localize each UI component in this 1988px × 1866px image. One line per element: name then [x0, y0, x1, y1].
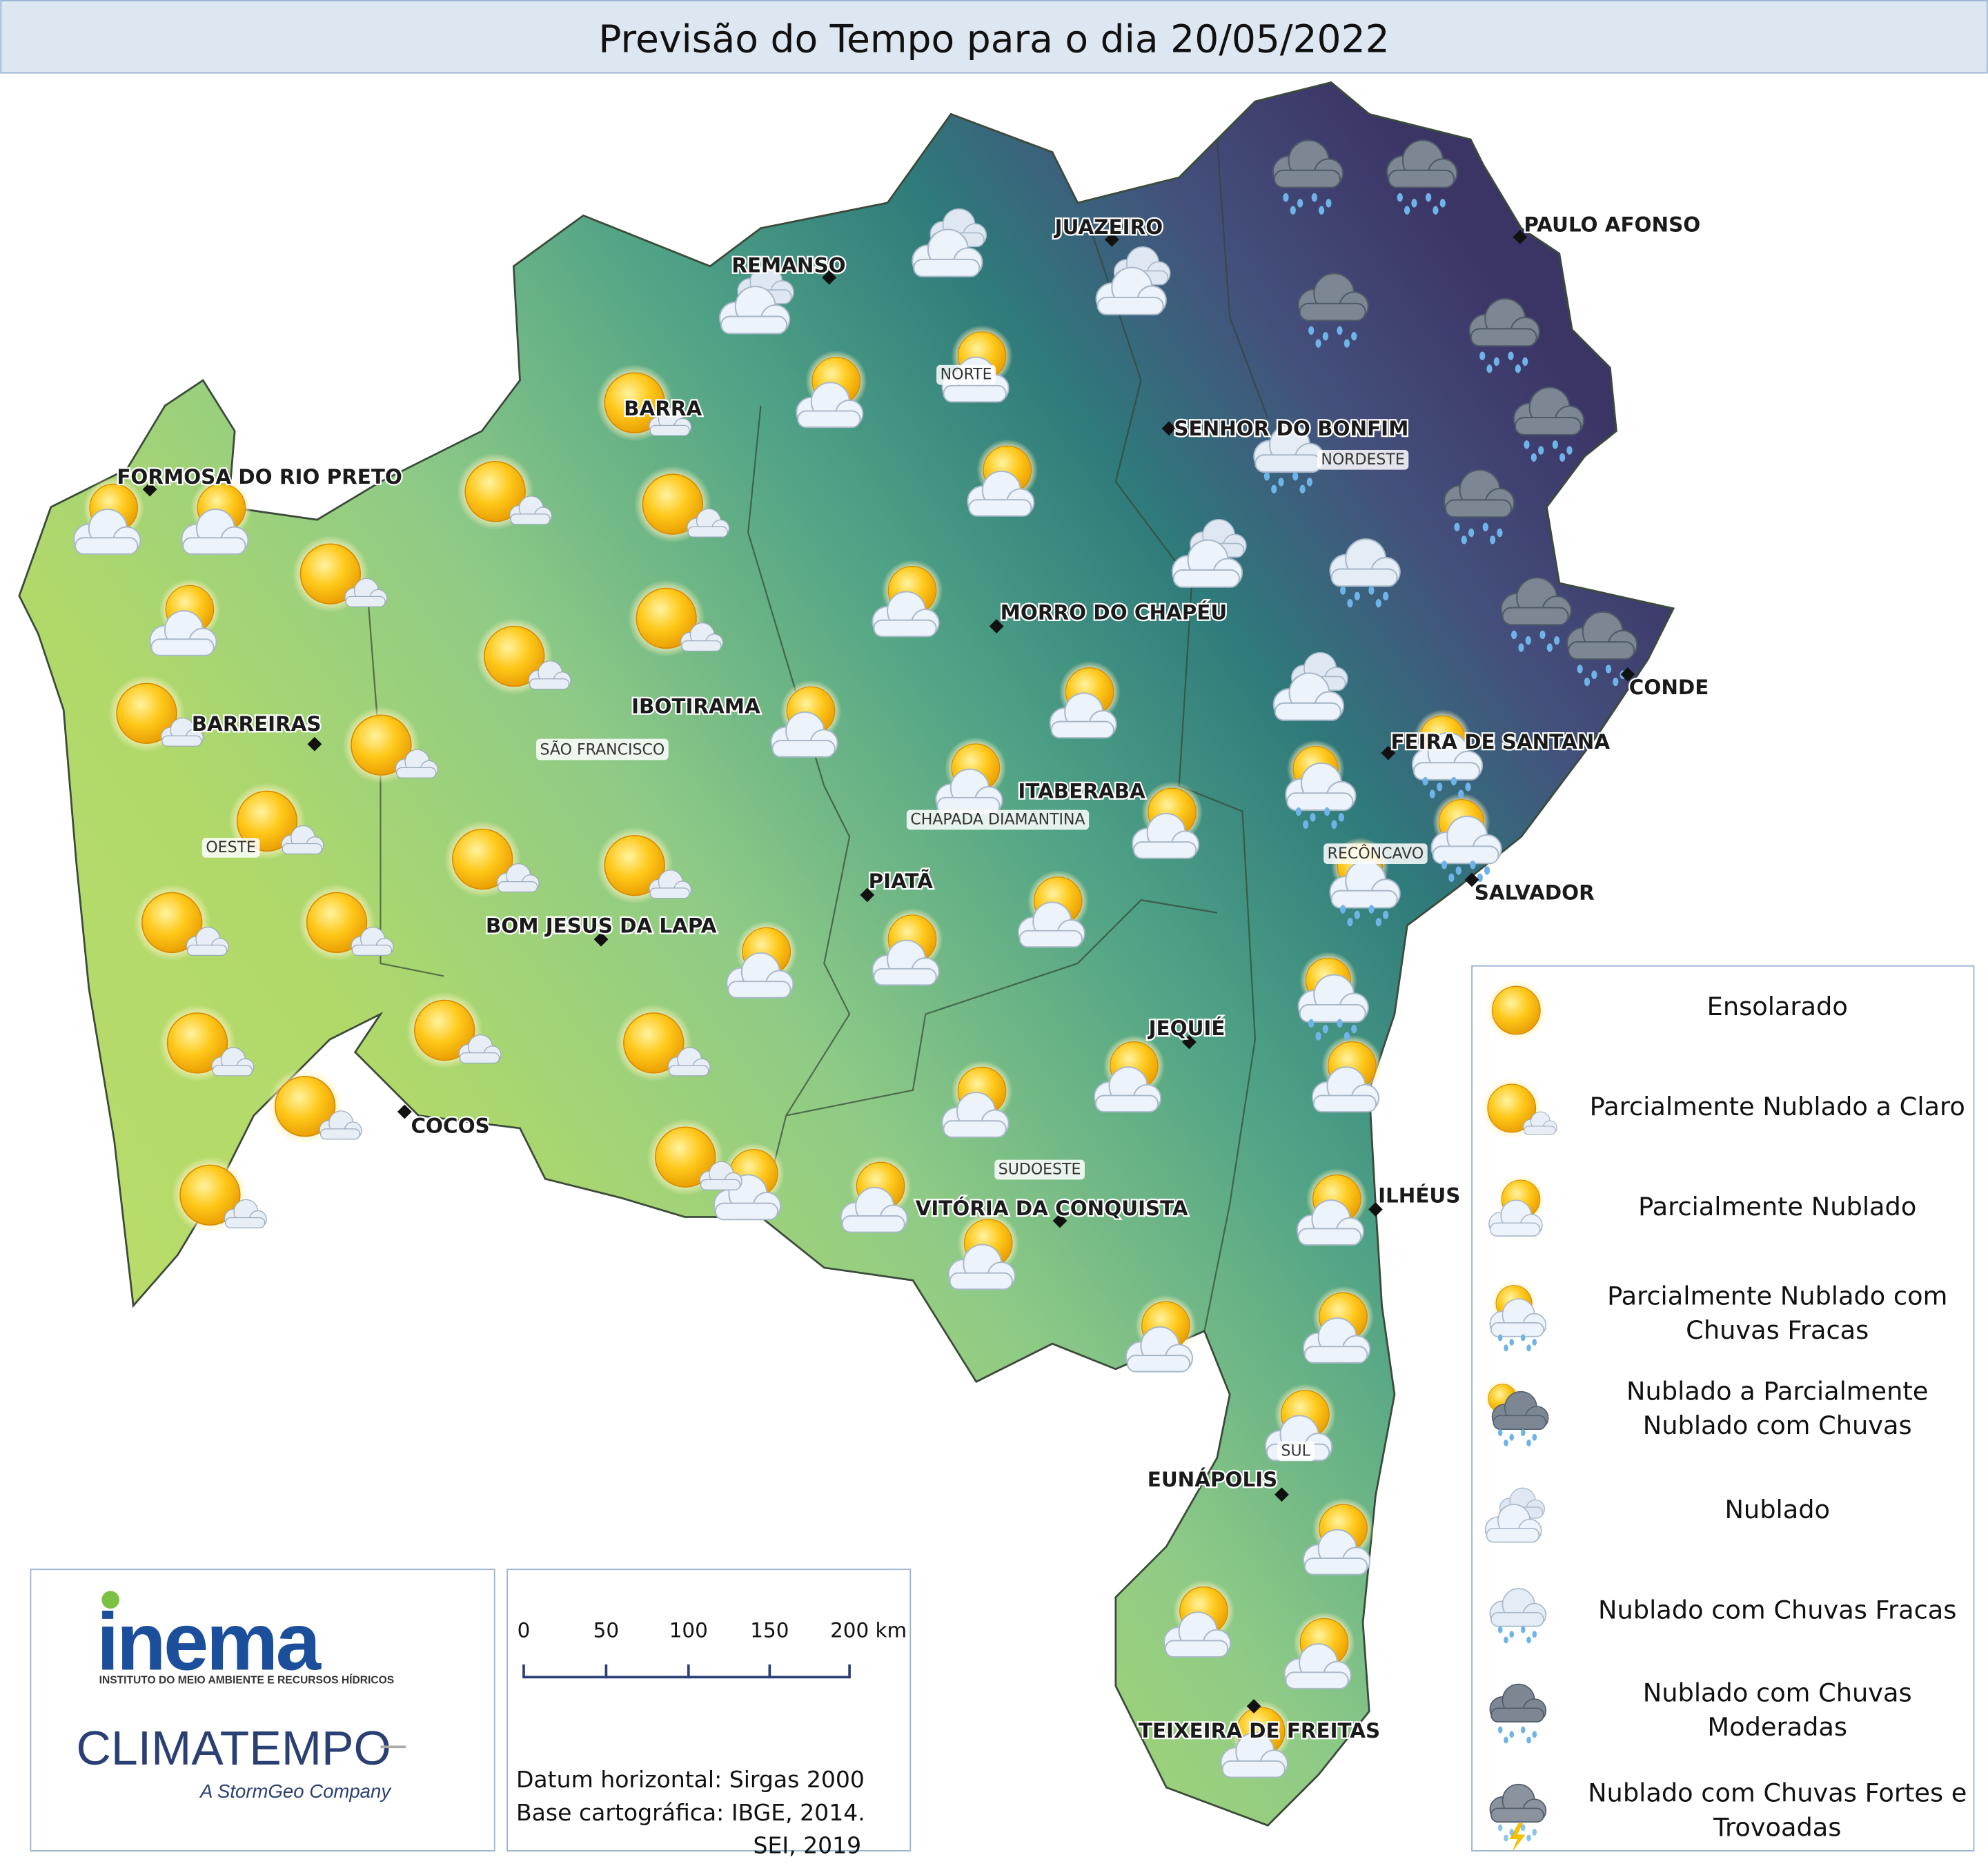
city-label: FEIRA DE SANTANA [1390, 730, 1610, 754]
city-label: BOM JESUS DA LAPA [486, 914, 717, 937]
city-label: JEQUIÉ [1148, 1016, 1226, 1040]
note: Base cartográfica: IBGE, 2014. [516, 1799, 865, 1826]
climatempo-subtitle: A StormGeo Company [199, 1780, 392, 1802]
region-box [536, 738, 669, 760]
legend-label: Parcialmente Nublado com [1607, 1281, 1947, 1311]
city-marker [1246, 1699, 1261, 1713]
region-box [1323, 843, 1428, 864]
region-label: SUDOESTE [998, 1161, 1081, 1179]
city-marker [397, 1104, 412, 1119]
legend-label: Nublado com Chuvas [1643, 1678, 1912, 1708]
region-box [936, 364, 996, 385]
city-label: ITABERABA [1018, 780, 1145, 803]
legend-label: Chuvas Fracas [1686, 1315, 1869, 1345]
scale-box [506, 1569, 912, 1852]
logo-box [30, 1569, 495, 1852]
region-box [906, 809, 1090, 830]
state-outline [18, 81, 1675, 1827]
scale-label: 50 [593, 1619, 619, 1642]
legend-label: Moderadas [1707, 1712, 1847, 1742]
region-label: NORTE [941, 366, 992, 384]
inema-subtitle: INSTITUTO DO MEIO AMBIENTE E RECURSOS HÍ… [99, 1673, 395, 1686]
legend-icon [1486, 979, 1547, 1041]
title: Previsão do Tempo para o dia 20/05/2022 [598, 17, 1389, 61]
region-label: SUL [1281, 1442, 1311, 1460]
city-label: MORRO DO CHAPÉU [1001, 600, 1228, 625]
city-marker [822, 270, 837, 285]
city-label: VITÓRIA DA CONQUISTA [916, 1195, 1188, 1220]
city-label: TEIXEIRA DE FREITAS [1139, 1719, 1380, 1742]
city-marker [1381, 745, 1396, 760]
scale-label: 200 km [830, 1619, 907, 1642]
scale-ticks: 0 50 100 150 200 km [518, 1619, 907, 1679]
note: Datum horizontal: Sirgas 2000 [516, 1766, 865, 1793]
logo-dot [101, 1591, 119, 1609]
region-label: SÃO FRANCISCO [540, 740, 665, 758]
city-label: COCOS [411, 1114, 490, 1138]
city-label: BARRA [624, 397, 702, 420]
scale-label: 150 [750, 1619, 789, 1642]
note: SEI, 2019 [753, 1832, 861, 1859]
city-label: SENHOR DO BONFIM [1174, 417, 1408, 440]
city-marker [860, 887, 875, 903]
city-marker [1181, 1034, 1197, 1050]
city-label: ILHÉUS [1378, 1184, 1460, 1208]
city-marker [1464, 872, 1479, 887]
legend-label: Nublado com Chuvas Fortes e [1588, 1778, 1967, 1808]
inema-logo: inema [97, 1596, 322, 1687]
legend-label: Parcialmente Nublado [1638, 1192, 1916, 1221]
city-label: PIATÃ [869, 868, 934, 893]
city-label: PAULO AFONSO [1524, 213, 1700, 236]
region-label: CHAPADA DIAMANTINA [910, 812, 1085, 829]
legend-label: Nublado a Parcialmente [1626, 1376, 1928, 1406]
legend-label: Ensolarado [1707, 992, 1848, 1021]
region-box [994, 1159, 1085, 1180]
legend-box [1471, 965, 1975, 1852]
legend-label: Nublado com Chuvas [1643, 1411, 1912, 1440]
city-label: CONDE [1629, 676, 1709, 699]
city-label: BARREIRAS [192, 712, 322, 736]
legend: Ensolarado Parcialmente Nublado a Claro Pa… [1481, 979, 1967, 1852]
city-marker [307, 736, 322, 752]
city-label: EUNÁPOLIS [1148, 1467, 1278, 1491]
city-marker [1052, 1213, 1067, 1228]
city-marker [989, 619, 1004, 634]
city-label: FORMOSA DO RIO PRETO [117, 465, 402, 489]
climatempo-logo: CLIMATEMPO [77, 1721, 391, 1775]
legend-label: Nublado com Chuvas Fracas [1598, 1595, 1956, 1624]
city-marker [593, 932, 609, 947]
city-label: IBOTIRAMA [631, 695, 760, 718]
legend-label: Parcialmente Nublado a Claro [1590, 1092, 1965, 1121]
region-box [201, 838, 260, 858]
legend-label: Nublado [1724, 1495, 1830, 1524]
city-label: JUAZEIRO [1054, 215, 1163, 239]
region-label: OESTE [206, 839, 256, 856]
region-label: RECÔNCAVO [1328, 845, 1424, 863]
regions: NORTE NORDESTE SÃO FRANCISCO OESTE CHAPADA D… [201, 364, 1428, 1462]
scale-label: 0 [518, 1619, 531, 1642]
region-box [1317, 449, 1409, 470]
scale-label: 100 [669, 1619, 708, 1642]
region-label: NORDESTE [1321, 451, 1404, 469]
title-bar [0, 0, 1988, 74]
city-label: REMANSO [731, 253, 845, 277]
cities: PAULO AFONSO JUAZEIRO REMANSO SENHOR DO BON… [115, 211, 1711, 1744]
city-marker [1104, 232, 1119, 247]
city-marker [1161, 421, 1177, 436]
city-label: SALVADOR [1475, 881, 1595, 905]
region-box [1277, 1441, 1315, 1462]
legend-label: Trovoadas [1713, 1812, 1841, 1842]
